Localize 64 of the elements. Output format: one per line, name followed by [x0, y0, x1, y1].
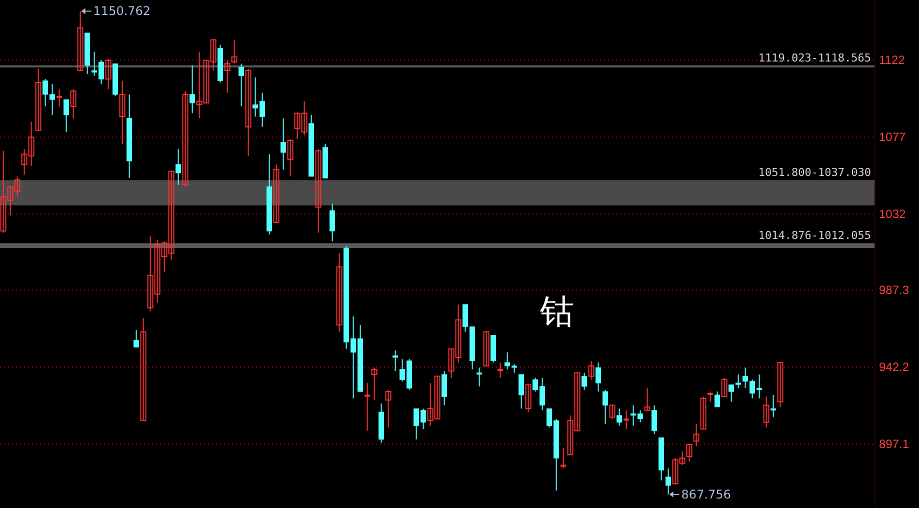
- candlestick: [56, 88, 62, 107]
- candlestick: [624, 410, 630, 430]
- candlestick: [686, 444, 692, 462]
- band-label: 1014.876-1012.055: [758, 229, 871, 242]
- candlestick: [273, 164, 280, 223]
- candlestick: [518, 374, 524, 410]
- candlestick: [245, 68, 252, 156]
- candlestick: [224, 60, 230, 94]
- candlestick: [644, 388, 650, 411]
- candlestick: [64, 99, 70, 132]
- candlestick: [442, 370, 448, 406]
- candlestick: [602, 389, 608, 424]
- candlestick: [330, 203, 336, 242]
- y-tick-label: 897.1: [879, 437, 910, 452]
- band-label: 1119.023-1118.565: [758, 51, 871, 64]
- candlestick: [616, 408, 622, 426]
- candlestick: [70, 88, 76, 119]
- candlestick: [238, 63, 244, 107]
- candlestick: [763, 396, 770, 428]
- candlestick: [582, 372, 588, 390]
- candlestick: [385, 389, 392, 428]
- candlestick: [182, 90, 188, 188]
- candlestick: [609, 404, 616, 420]
- candlestick: [652, 404, 658, 435]
- candlestick: [708, 391, 714, 402]
- candlestick: [777, 362, 784, 408]
- candlestick: [483, 331, 490, 366]
- text: 钴: [539, 292, 574, 332]
- annotation: 1150.762: [93, 4, 151, 18]
- y-tick-label: 987.3: [879, 283, 910, 298]
- candlestick: [371, 367, 378, 401]
- y-tick-label: 1077: [879, 130, 906, 144]
- y-tick-label: 1122: [879, 53, 906, 68]
- candlestick: [140, 318, 146, 422]
- y-tick-label: 1032: [879, 206, 906, 221]
- candlestick: [287, 138, 294, 177]
- y-tick-label: 942.2: [879, 360, 910, 374]
- candlestick: [176, 148, 182, 186]
- candlestick: [315, 148, 322, 234]
- annotation: 867.756: [681, 487, 731, 502]
- candlestick: [280, 118, 286, 170]
- candlestick: [693, 423, 700, 447]
- candlestick: [560, 447, 566, 469]
- candlestick: [498, 362, 504, 378]
- candlestick: [596, 362, 602, 392]
- candlestick: [666, 468, 672, 495]
- candlestick: [525, 384, 532, 413]
- candlestick: [190, 64, 196, 114]
- candlestick: [588, 360, 594, 380]
- band-label: 1051.800-1037.030: [758, 166, 871, 180]
- candlestick: [231, 39, 238, 64]
- candlestick: [700, 396, 706, 430]
- candlestick: [35, 68, 42, 131]
- candlestick: [476, 367, 482, 387]
- candlestick: [119, 80, 126, 144]
- candlestick: [721, 377, 728, 398]
- candlestick: [105, 58, 112, 90]
- candlestick: [134, 330, 140, 348]
- candlestick: [77, 10, 84, 72]
- candlestick: [770, 394, 776, 418]
- candlestick: [336, 252, 342, 332]
- candlestick: [364, 382, 370, 432]
- candlestick: [714, 391, 720, 408]
- candlestick: [392, 350, 398, 372]
